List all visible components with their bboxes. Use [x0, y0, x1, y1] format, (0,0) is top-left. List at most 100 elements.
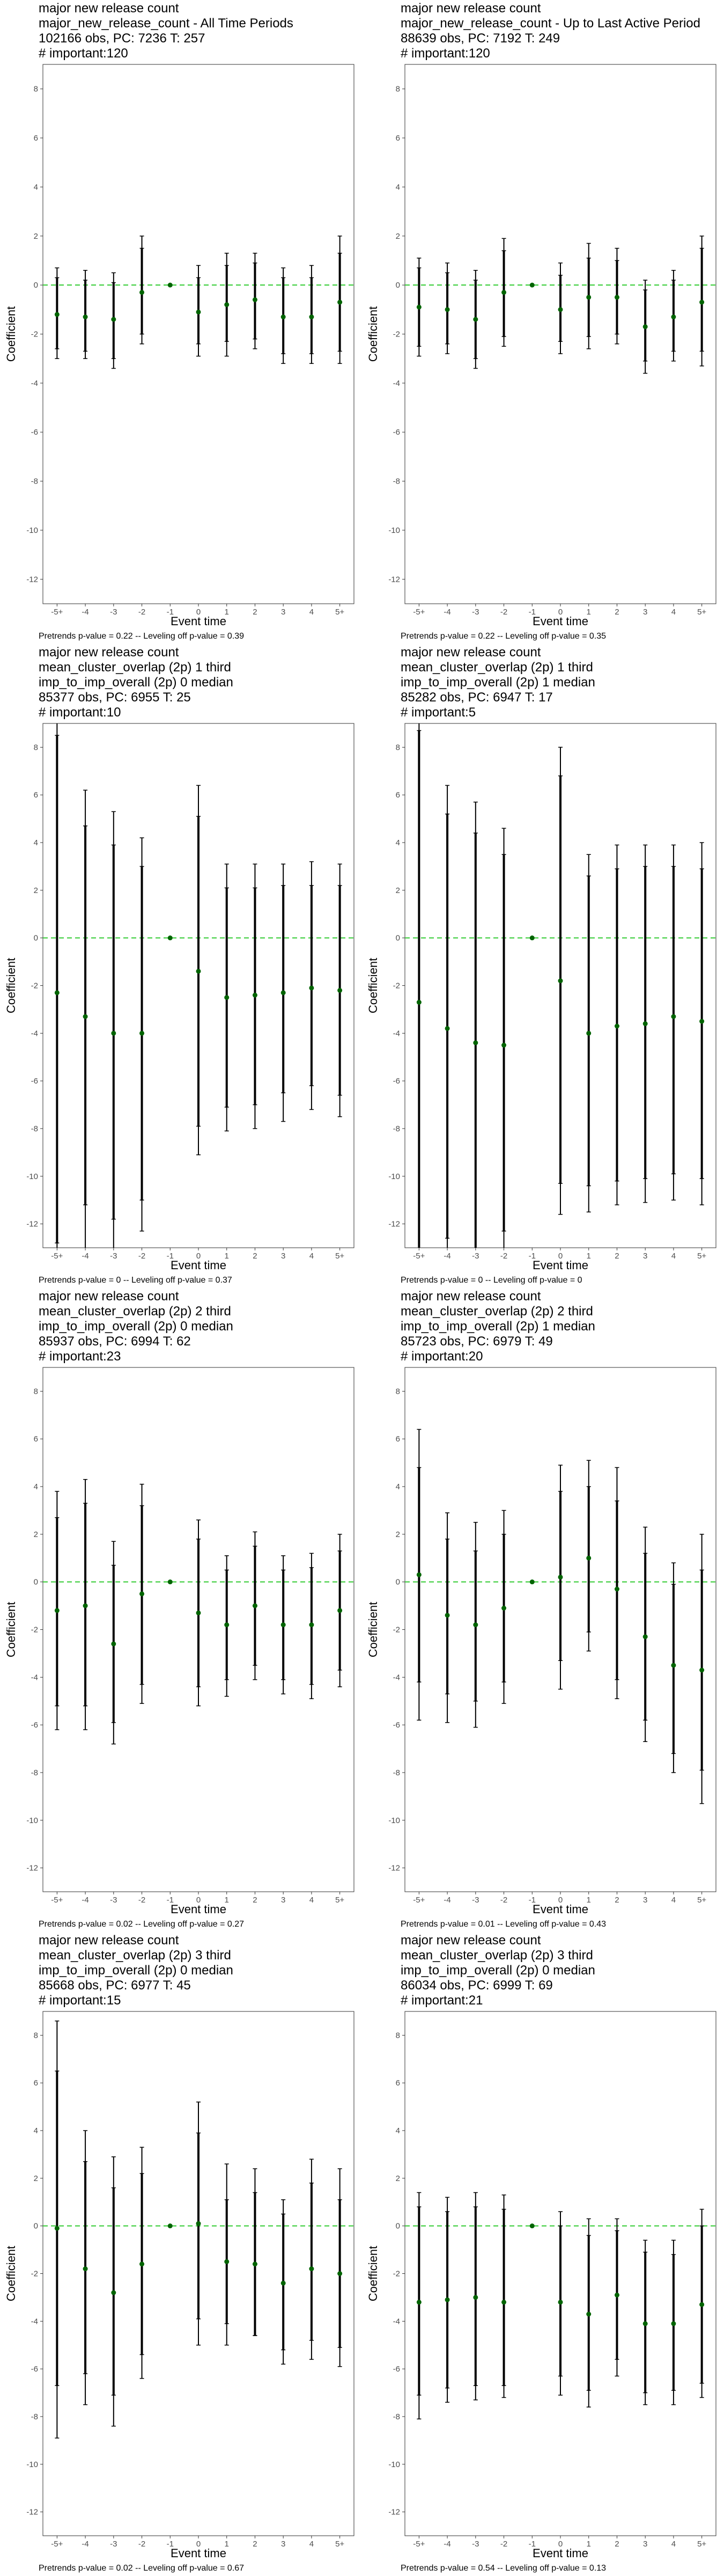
chart-title-line: imp_to_imp_overall (2p) 0 median: [401, 1963, 595, 1978]
chart-title-line: 85723 obs, PC: 6979 T: 49: [401, 1334, 553, 1349]
estimate-point: [337, 1608, 343, 1613]
y-tick-label: -2: [393, 330, 400, 339]
y-tick-label: 2: [396, 1530, 400, 1539]
x-tick-label: 0: [196, 1896, 201, 1905]
estimate-point: [445, 2297, 450, 2302]
estimate-point: [586, 1555, 592, 1561]
y-tick-label: 2: [34, 1530, 38, 1539]
x-tick-label: 4: [671, 1896, 676, 1905]
estimate-point: [337, 987, 343, 993]
chart-title-line: imp_to_imp_overall (2p) 0 median: [39, 675, 233, 690]
x-tick-label: -5+: [51, 608, 63, 617]
y-tick-label: -8: [393, 1124, 400, 1133]
estimate-point: [54, 2226, 60, 2231]
x-axis-title: Event time: [171, 1258, 226, 1272]
x-tick-label: -2: [138, 608, 145, 617]
x-tick-label: 2: [615, 1896, 619, 1905]
x-tick-label: 3: [281, 1252, 285, 1261]
estimate-point: [139, 2262, 145, 2267]
pvalue-footnote: Pretrends p-value = 0.02 -- Leveling off…: [39, 2564, 245, 2573]
x-tick-label: 5+: [335, 2540, 344, 2549]
estimate-point: [671, 2321, 676, 2326]
y-tick-label: 0: [396, 281, 400, 290]
y-tick-label: -6: [393, 428, 400, 437]
x-tick-label: -3: [472, 1896, 479, 1905]
chart-title-line: major_new_release_count - All Time Perio…: [39, 16, 293, 31]
x-tick-label: -5+: [413, 608, 425, 617]
x-axis-title: Event time: [533, 1258, 588, 1272]
x-axis-title: Event time: [533, 614, 588, 628]
y-tick-label: 8: [396, 2031, 400, 2040]
chart-title-line: 102166 obs, PC: 7236 T: 257: [39, 31, 205, 46]
estimate-point: [558, 1575, 563, 1580]
x-tick-label: 2: [615, 608, 619, 617]
estimate-point: [111, 1030, 116, 1036]
chart-title: major new release count mean_cluster_over…: [39, 1933, 233, 2008]
y-tick-label: 4: [34, 182, 38, 192]
estimate-point: [224, 995, 230, 1000]
y-tick-label: -6: [31, 1077, 38, 1086]
y-tick-label: -12: [26, 1220, 38, 1229]
chart-title-line: 88639 obs, PC: 7192 T: 249: [401, 31, 560, 46]
x-tick-label: -4: [82, 608, 88, 617]
x-tick-label: -3: [110, 1252, 117, 1261]
x-tick-label: -4: [444, 1252, 450, 1261]
x-tick-label: -3: [110, 1896, 117, 1905]
y-tick-label: -10: [388, 1172, 400, 1181]
y-tick-label: 8: [396, 1387, 400, 1396]
y-axis-title: Coefficient: [4, 1602, 18, 1658]
x-tick-label: 5+: [697, 1896, 706, 1905]
y-tick-label: 2: [34, 886, 38, 895]
x-tick-label: -3: [110, 2540, 117, 2549]
y-axis-title: Coefficient: [366, 1602, 380, 1658]
x-tick-label: 0: [558, 1252, 563, 1261]
estimate-point: [473, 317, 478, 322]
y-tick-label: -8: [31, 477, 38, 486]
estimate-point: [252, 1603, 257, 1608]
x-tick-label: -5+: [51, 1896, 63, 1905]
estimate-point: [280, 990, 286, 996]
y-tick-label: 8: [396, 743, 400, 752]
y-tick-label: 4: [396, 1482, 400, 1491]
chart-title-line: imp_to_imp_overall (2p) 0 median: [39, 1963, 233, 1978]
x-tick-label: 4: [309, 2540, 314, 2549]
estimate-point: [252, 992, 257, 998]
estimate-point: [224, 302, 230, 308]
x-tick-label: 1: [225, 608, 229, 617]
x-tick-label: -5+: [413, 1252, 425, 1261]
chart-panel: major new release count mean_cluster_over…: [0, 644, 362, 1288]
x-tick-label: -1: [529, 608, 536, 617]
x-tick-label: -4: [82, 1252, 88, 1261]
x-tick-label: -2: [500, 1896, 507, 1905]
estimate-point: [529, 1579, 535, 1585]
chart-title-line: major new release count: [401, 1289, 541, 1304]
x-tick-label: -3: [472, 608, 479, 617]
y-tick-label: -6: [31, 2365, 38, 2374]
chart-title-line: imp_to_imp_overall (2p) 0 median: [39, 1319, 233, 1334]
y-tick-label: -4: [393, 1673, 400, 1682]
y-tick-label: 2: [34, 2174, 38, 2183]
estimate-point: [309, 1622, 314, 1628]
x-tick-label: -2: [138, 2540, 145, 2549]
x-tick-label: -4: [444, 608, 450, 617]
x-axis-title: Event time: [533, 2546, 588, 2560]
estimate-point: [445, 1613, 450, 1618]
x-tick-label: 0: [196, 2540, 201, 2549]
estimate-point: [196, 309, 201, 314]
y-tick-label: 2: [396, 232, 400, 241]
estimate-point: [83, 1603, 88, 1608]
x-tick-label: 2: [253, 608, 257, 617]
estimate-point: [699, 1667, 705, 1673]
y-tick-label: -8: [31, 2412, 38, 2421]
chart-title-line: mean_cluster_overlap (2p) 3 third: [401, 1948, 593, 1963]
x-tick-label: -1: [529, 2540, 536, 2549]
y-tick-label: -8: [393, 477, 400, 486]
chart-panel: major new release count mean_cluster_over…: [0, 1932, 362, 2576]
x-tick-label: 4: [671, 2540, 676, 2549]
pvalue-footnote: Pretrends p-value = 0.22 -- Leveling off…: [401, 632, 607, 641]
x-tick-label: 0: [196, 608, 201, 617]
y-tick-label: 8: [396, 85, 400, 94]
estimate-point: [416, 1572, 422, 1577]
estimate-point: [416, 304, 422, 310]
